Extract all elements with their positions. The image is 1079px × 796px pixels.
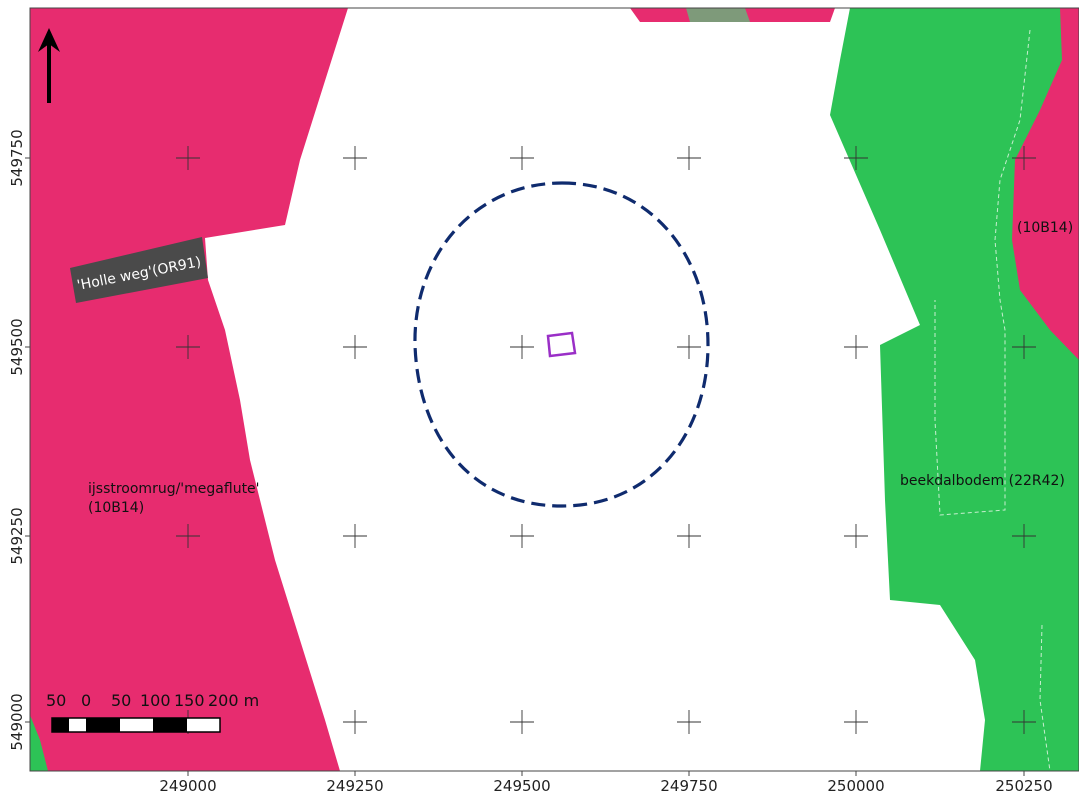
scale-label-2: 50 (111, 691, 131, 710)
y-tick-label: 549250 (8, 507, 26, 564)
y-tick-label: 549500 (8, 318, 26, 375)
holle-weg-road (70, 237, 208, 303)
scale-label-5: 200 m (208, 691, 259, 710)
x-tick-label: 249000 (159, 777, 216, 795)
map-frame-border (29, 7, 1079, 772)
ijsstroomrug-code-label: (10B14) (88, 500, 144, 516)
scale-label-4: 150 (174, 691, 205, 710)
soil-zone-green-bottom-left (30, 715, 48, 771)
y-tick-label: 549000 (8, 693, 26, 750)
green-subdivision-line-2 (1039, 624, 1051, 771)
scale-label-3: 100 (140, 691, 171, 710)
beekdalbodem-label: beekdalbodem (22R42) (900, 473, 1065, 489)
soil-zone-ijsstroomrug (30, 8, 348, 771)
soil-zone-10b14-right (1012, 8, 1079, 360)
y-axis-ticks: 549750 549500 549250 549000 (8, 129, 30, 751)
scale-label-0: 50 (46, 691, 66, 710)
north-arrow-icon (38, 28, 60, 103)
ijsstroomrug-label: ijsstroomrug/'megaflute' (88, 481, 260, 497)
green-subdivision-line (934, 29, 1031, 516)
x-tick-label: 249500 (493, 777, 550, 795)
x-tick-label: 250000 (827, 777, 884, 795)
grid-crosses (176, 146, 1036, 734)
x-tick-label: 250250 (995, 777, 1052, 795)
scale-bar: 50 0 50 100 150 200 m (46, 691, 259, 733)
x-tick-label: 249750 (660, 777, 717, 795)
x-axis-ticks: 249000 249250 249500 249750 250000 25025… (159, 771, 1053, 795)
top-right-code-label: (10B14) (1017, 220, 1073, 236)
x-tick-label: 249250 (326, 777, 383, 795)
y-tick-label: 549750 (8, 129, 26, 186)
scale-label-1: 0 (81, 691, 91, 710)
plot-marker (546, 331, 577, 358)
study-area-circle (413, 181, 710, 508)
soil-zone-gray (686, 8, 750, 22)
